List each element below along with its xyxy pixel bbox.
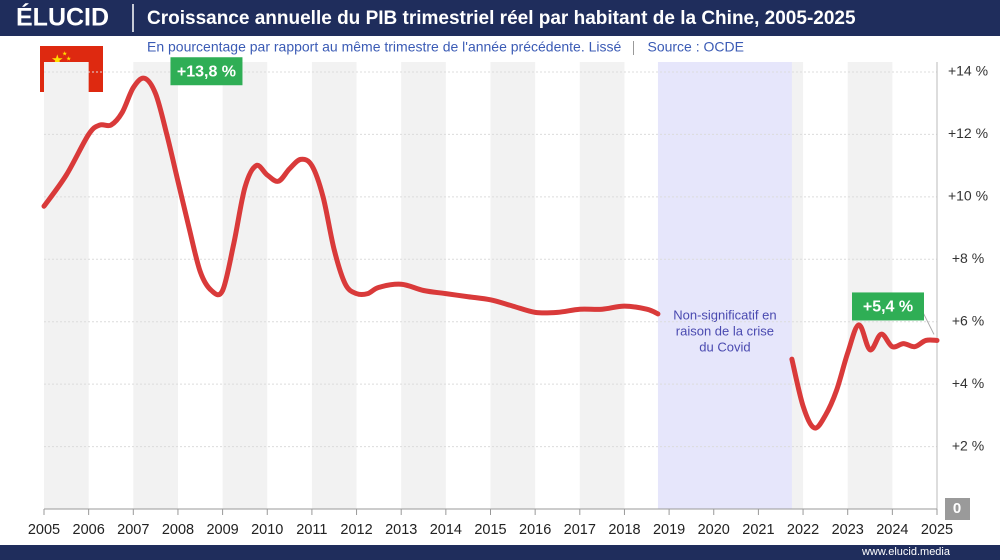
zero-box <box>945 498 970 520</box>
x-tick-label: 2013 <box>385 522 417 538</box>
x-tick-label: 2018 <box>608 522 640 538</box>
y-tick-label: +14 % <box>948 63 988 79</box>
x-tick-label: 2005 <box>28 522 60 538</box>
y-tick-label: +6 % <box>952 312 984 328</box>
year-band <box>579 62 625 509</box>
y-tick-label: 0 <box>953 500 961 517</box>
x-tick-label: 2007 <box>117 522 149 538</box>
data-line <box>41 75 661 317</box>
y-tick-label: +4 % <box>952 375 984 391</box>
annotation-box <box>852 292 924 321</box>
x-tick-label: 2016 <box>519 522 551 538</box>
covid-note: Non-significatif en <box>673 307 776 322</box>
y-tick-label: +2 % <box>952 437 984 453</box>
y-tick-label: +10 % <box>948 188 988 204</box>
x-tick-label: 2011 <box>296 522 327 538</box>
year-band <box>847 62 893 509</box>
x-tick-label: 2019 <box>653 522 685 538</box>
x-tick-label: 2025 <box>921 522 953 538</box>
covid-note: raison de la crise <box>676 323 774 338</box>
x-tick-label: 2008 <box>162 522 194 538</box>
x-tick-label: 2017 <box>564 522 596 538</box>
x-tick-label: 2020 <box>698 522 730 538</box>
brand: ÉLUCID <box>16 3 109 32</box>
x-tick-label: 2024 <box>876 522 908 538</box>
x-tick-label: 2023 <box>832 522 864 538</box>
year-band <box>44 62 89 509</box>
x-tick-label: 2022 <box>787 522 819 538</box>
chart-title: Croissance annuelle du PIB trimestriel r… <box>147 8 856 29</box>
covid-note: du Covid <box>699 339 750 354</box>
data-line <box>789 322 940 431</box>
year-band <box>311 62 357 509</box>
subtitle: En pourcentage par rapport au même trime… <box>147 39 621 55</box>
year-band <box>222 62 268 509</box>
footer: www.elucid.media <box>861 546 951 558</box>
footer-bar <box>0 545 1000 560</box>
x-tick-label: 2009 <box>206 522 238 538</box>
svg-text:★: ★ <box>62 51 67 58</box>
svg-text:★: ★ <box>66 56 71 63</box>
y-tick-label: +12 % <box>948 125 988 141</box>
annotation-label: +13,8 % <box>177 63 236 80</box>
x-tick-label: 2010 <box>251 522 283 538</box>
y-tick-label: +8 % <box>952 250 984 266</box>
header-bar <box>0 0 1000 36</box>
annotation-box <box>170 57 243 86</box>
year-band <box>490 62 536 509</box>
source: Source : OCDE <box>647 39 743 55</box>
annotation-label: +5,4 % <box>863 299 913 316</box>
x-tick-label: 2006 <box>73 522 105 538</box>
x-tick-label: 2014 <box>430 522 462 538</box>
x-tick-label: 2021 <box>742 522 774 538</box>
covid-band <box>657 62 792 509</box>
x-tick-label: 2015 <box>474 522 506 538</box>
x-tick-label: 2012 <box>340 522 372 538</box>
year-band <box>133 62 178 509</box>
